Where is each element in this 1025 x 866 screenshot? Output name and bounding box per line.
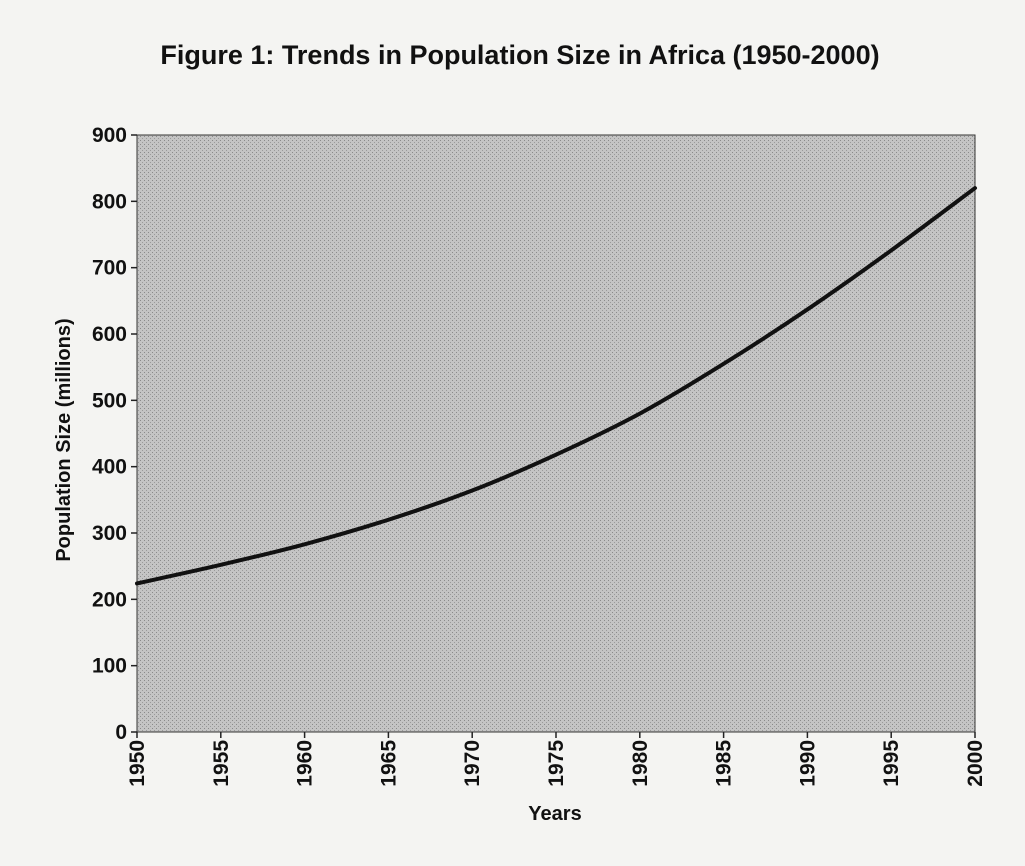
x-axis-label: Years [528,803,581,825]
plot-area [136,134,976,733]
data-point [722,363,725,365]
y-tick-label: 800 [92,190,127,213]
data-point [136,582,138,585]
y-tick-label: 400 [92,456,127,479]
y-tick-label: 700 [92,257,127,280]
y-tick-label: 100 [92,655,127,678]
x-tick-label: 1965 [377,740,400,787]
data-point [639,412,641,415]
x-tick-label: 1995 [880,740,903,787]
x-tick-label: 1960 [294,740,317,787]
y-tick-label: 300 [92,522,127,545]
x-tick-label: 2000 [964,740,987,787]
x-tick-label: 1950 [126,740,149,787]
y-tick-label: 600 [92,323,127,346]
data-point [890,249,892,252]
chart-title: Figure 1: Trends in Population Size in A… [160,40,879,70]
data-point [974,187,976,189]
x-tick-label: 1970 [461,740,484,787]
y-tick-label: 200 [92,588,127,611]
y-tick-label: 0 [115,721,127,744]
data-point [387,518,390,521]
series-layer [135,186,977,586]
y-tick-label: 500 [92,389,127,412]
data-point [555,453,557,456]
y-axis: 0 100 200 300 400 500 600 700 800 900 [92,124,137,744]
x-axis: 1950 1955 1960 1965 1970 1975 1980 1985 1990 1995… [126,732,987,787]
x-tick-label: 1985 [713,740,736,787]
y-tick-label: 900 [92,124,127,147]
y-axis-label: Population Size (millions) [53,318,75,561]
data-point [303,543,306,546]
x-tick-label: 1990 [796,740,819,787]
x-tick-label: 1980 [629,740,652,787]
x-tick-label: 1955 [210,740,233,787]
x-tick-label: 1975 [545,740,568,787]
data-point [471,489,474,492]
data-point [220,564,222,566]
data-point [806,308,809,311]
